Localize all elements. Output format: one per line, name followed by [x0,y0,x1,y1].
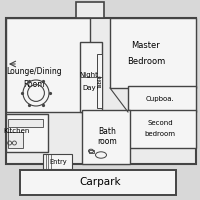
Text: Bedroom: Bedroom [127,58,165,66]
Text: Second: Second [147,120,173,126]
Bar [6,114,48,152]
Text: Lounge/Dining: Lounge/Dining [6,68,62,76]
Text: Master: Master [132,42,160,50]
Text: Day: Day [82,85,96,91]
Text: Table: Table [98,74,103,88]
Bar [89,150,94,153]
Bar [6,18,196,164]
Text: Room: Room [23,80,45,88]
Text: Kitchen: Kitchen [4,128,30,134]
Text: Cupboa.: Cupboa. [146,96,174,102]
Text: Entry: Entry [49,159,67,165]
Bar [80,42,102,112]
Text: room: room [97,138,117,146]
Bar [8,119,43,127]
Bar [20,170,176,195]
Bar [8,132,23,148]
Bar [128,110,196,148]
Bar [6,18,90,112]
Text: bedroom: bedroom [144,131,176,137]
Text: Night: Night [80,72,98,78]
Text: Bath: Bath [98,127,116,136]
Text: Carpark: Carpark [79,177,121,187]
Bar [76,2,104,18]
Bar [97,54,102,108]
Bar [128,86,196,112]
Bar [110,18,196,88]
Bar [43,154,72,169]
Bar [82,110,130,164]
